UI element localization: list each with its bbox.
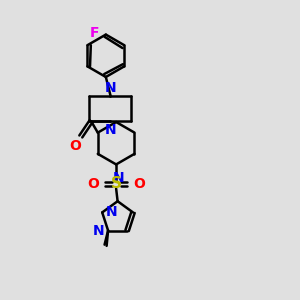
Text: N: N xyxy=(106,206,117,219)
Text: N: N xyxy=(104,123,116,136)
Text: N: N xyxy=(113,171,124,185)
Text: O: O xyxy=(88,177,99,190)
Text: O: O xyxy=(70,139,81,153)
Text: N: N xyxy=(93,224,105,238)
Text: S: S xyxy=(111,176,122,191)
Text: F: F xyxy=(90,26,99,40)
Text: N: N xyxy=(104,81,116,94)
Text: O: O xyxy=(133,177,145,190)
